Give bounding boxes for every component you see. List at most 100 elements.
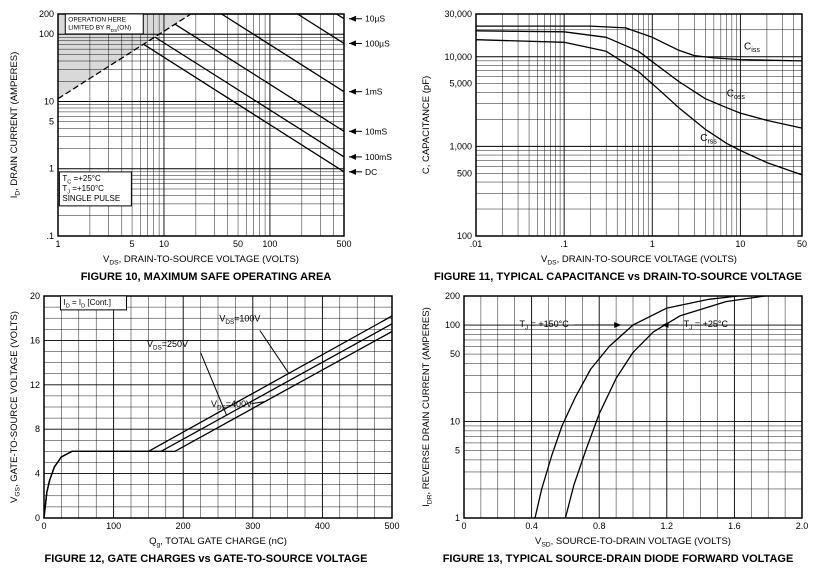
curve-label: DC: [365, 167, 377, 177]
y-axis-label: C, CAPACITANCE (pF): [421, 76, 432, 174]
annotation: VDS=400V: [211, 399, 252, 412]
leader-line: [259, 330, 290, 374]
x-axis-label: VSD, SOURCE-TO-DRAIN VOLTAGE (VOLTS): [535, 536, 731, 549]
figure-13: TJ = +150°C TJ = +25°C 0 0.4 0.8 1.2 1.6 2.0 200…: [412, 288, 824, 566]
x-tick-label: 500: [336, 239, 351, 249]
x-axis-label: VDS, DRAIN-TO-SOURCE VOLTAGE (VOLTS): [541, 254, 737, 267]
x-tick-label: 200: [176, 521, 191, 531]
annotation-box: [64, 13, 144, 35]
annotation-box-line: OPERATION HERE: [68, 16, 126, 23]
y-tick-label: 1: [455, 513, 460, 523]
figure-10-caption: FIGURE 10, MAXIMUM SAFE OPERATING AREA: [80, 271, 332, 283]
annotation-box-line: ID = ID [Cont.]: [63, 298, 110, 310]
figure-12: VDS=100V VDS=250V VDS=400V ID = ID [Cont.] 0…: [0, 288, 412, 566]
y-tick-label: 10: [44, 96, 54, 106]
x-axis-label: Qg, TOTAL GATE CHARGE (nC): [149, 536, 287, 549]
x-tick-label: .1: [560, 239, 568, 249]
figure-13-caption: FIGURE 13, TYPICAL SOURCE-DRAIN DIODE FO…: [442, 553, 794, 565]
y-tick-label: 100: [39, 29, 54, 39]
x-tick-label: 0.4: [525, 521, 538, 531]
series-pulse-1ms: [221, 13, 345, 93]
figure-11: Ciss Coss Crss .01 .1 1 10 50 30,000 10,000 5,000 1…: [412, 6, 824, 284]
x-tick-label: 10: [735, 239, 745, 249]
chart-body: Ciss Coss Crss .01 .1 1 10 50 30,000 10,000 5,000 1…: [421, 9, 807, 267]
y-tick-label: 1: [49, 164, 54, 174]
curve-label: 1mS: [365, 87, 383, 97]
series-tj-150c: [534, 295, 738, 519]
annotation: Ciss: [744, 42, 760, 55]
annotation-box-line: LIMITED BY RDS(ON): [68, 24, 131, 33]
x-axis-label: VDS, DRAIN-TO-SOURCE VOLTAGE (VOLTS): [103, 254, 299, 267]
capacitance-chart: Ciss Coss Crss .01 .1 1 10 50 30,000 10,000 5,000 1…: [421, 9, 807, 267]
plot-border: [463, 295, 803, 519]
annotation: VDS=250V: [147, 339, 188, 352]
x-tick-label: 1.2: [661, 521, 674, 531]
figure-12-caption: FIGURE 12, GATE CHARGES vs GATE-TO-SOURC…: [44, 553, 368, 565]
y-tick-label: .1: [46, 231, 54, 241]
series-tj-25c: [564, 295, 765, 519]
x-tick-label: 50: [233, 239, 243, 249]
y-tick-label: 4: [35, 469, 40, 479]
series-pulse-100ms: [154, 36, 345, 158]
series-vds-400v: [43, 330, 393, 519]
x-tick-label: 400: [315, 521, 330, 531]
x-tick-label: 100: [106, 521, 121, 531]
x-tick-label: .01: [470, 239, 483, 249]
leader-line: [251, 401, 266, 405]
curve-label: 100mS: [365, 152, 392, 162]
annotation-box-line: SINGLE PULSE: [62, 194, 120, 203]
plot-border: [475, 13, 803, 237]
diode-forward-voltage-chart: TJ = +150°C TJ = +25°C 0 0.4 0.8 1.2 1.6 2.0 200…: [421, 291, 808, 549]
chart-body: TJ = +150°C TJ = +25°C 0 0.4 0.8 1.2 1.6 2.0 200…: [421, 291, 808, 549]
annotation: TJ = +25°C: [684, 319, 729, 332]
x-tick-label: 300: [245, 521, 260, 531]
annotation-box-line: TJ =+150°C: [62, 184, 104, 196]
curve-label: 100µS: [365, 38, 390, 48]
series-crss: [475, 39, 803, 176]
x-tick-label: 500: [384, 521, 399, 531]
y-tick-label: 8: [35, 424, 40, 434]
annotation: TJ = +150°C: [519, 319, 569, 332]
y-tick-label: 100: [457, 231, 472, 241]
series-dc: [143, 43, 345, 173]
y-tick-label: 5: [455, 446, 460, 456]
x-tick-label: 1: [650, 239, 655, 249]
y-tick-label: 0: [35, 513, 40, 523]
x-tick-label: 0: [461, 521, 466, 531]
plot-border: [43, 295, 393, 519]
x-tick-label: 0.8: [593, 521, 606, 531]
y-tick-label: 20: [30, 291, 40, 301]
series-pulse-10ms: [174, 23, 345, 132]
y-tick-label: 30,000: [444, 9, 472, 19]
y-tick-label: 10: [450, 417, 460, 427]
x-tick-label: 50: [797, 239, 807, 249]
y-tick-label: 50: [450, 349, 460, 359]
y-axis-label: ID, DRAIN CURRENT (AMPERES): [9, 52, 22, 199]
y-tick-label: 5,000: [449, 79, 472, 89]
y-tick-label: 200: [39, 9, 54, 19]
annotation-box: [58, 171, 132, 207]
y-tick-label: 16: [30, 335, 40, 345]
y-axis-label: VGS, GATE-TO-SOURCE VOLTAGE (VOLTS): [9, 311, 22, 503]
y-tick-label: 200: [445, 291, 460, 301]
leader-line: [200, 352, 227, 415]
y-tick-label: 1,000: [449, 141, 472, 151]
series-rds-on-limit: [57, 13, 192, 100]
x-tick-label: 1.6: [728, 521, 741, 531]
annotation: VDS=100V: [219, 314, 260, 327]
datasheet-graphs-page: 10µS 100µS 1mS 10mS 100mS DC OPERATION HERE LIM…: [0, 6, 824, 566]
y-tick-label: 10,000: [444, 52, 472, 62]
grid-lines: [463, 295, 803, 519]
chart-body: VDS=100V VDS=250V VDS=400V ID = ID [Cont.] 0…: [9, 291, 400, 549]
figure-grid: 10µS 100µS 1mS 10mS 100mS DC OPERATION HERE LIM…: [0, 6, 824, 566]
soa-chart: 10µS 100µS 1mS 10mS 100mS DC OPERATION HERELIM…: [9, 9, 392, 267]
y-tick-label: 500: [457, 168, 472, 178]
y-tick-label: 100: [445, 320, 460, 330]
series-pulse-100us: [297, 13, 345, 44]
x-tick-label: 2.0: [796, 521, 809, 531]
figure-10: 10µS 100µS 1mS 10mS 100mS DC OPERATION HERE LIM…: [0, 6, 412, 284]
figure-11-caption: FIGURE 11, TYPICAL CAPACITANCE vs DRAIN-…: [434, 271, 802, 283]
x-tick-label: 0: [41, 521, 46, 531]
y-axis-label: IDR, REVERSE DRAIN CURRENT (AMPERES): [421, 307, 434, 506]
annotation: Crss: [700, 133, 717, 146]
